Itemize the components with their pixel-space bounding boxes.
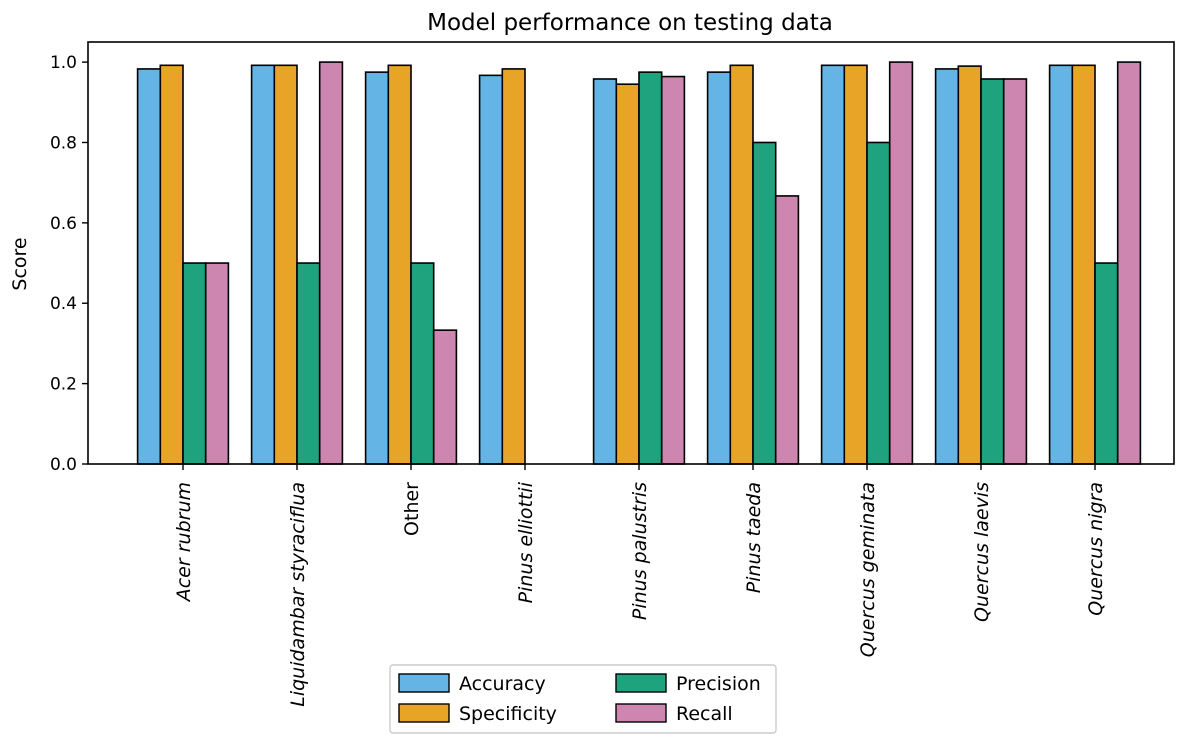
bar-specificity-6 <box>729 64 754 465</box>
y-tick-label: 1.0 <box>50 53 77 73</box>
bar-accuracy-5 <box>592 78 618 465</box>
x-tick-label: Quercus laevis <box>971 482 993 622</box>
bars-group <box>136 61 1142 465</box>
bar-recall-6 <box>774 195 800 465</box>
bar-recall-7 <box>888 61 914 465</box>
y-tick-label: 0.4 <box>50 294 77 314</box>
bar-recall-8 <box>1002 78 1028 465</box>
y-tick-label: 0.2 <box>50 375 77 395</box>
y-tick-label: 0.6 <box>50 214 77 234</box>
bar-precision-5 <box>638 71 663 465</box>
legend-swatch-recall <box>615 703 667 723</box>
bar-precision-7 <box>866 141 891 465</box>
legend-swatch-specificity <box>398 703 450 723</box>
bar-accuracy-2 <box>250 64 276 465</box>
x-tick-label: Pinus taeda <box>743 482 765 593</box>
x-tick-label: Quercus nigra <box>1085 482 1107 616</box>
legend-swatch-accuracy <box>398 673 450 693</box>
bar-recall-5 <box>660 75 686 465</box>
y-axis-ticks: 0.0 0.2 0.4 0.6 0.8 1.0 <box>50 53 88 475</box>
legend: Accuracy Specificity Precision Recall <box>389 664 777 734</box>
bar-precision-1 <box>182 262 207 465</box>
bar-recall-2 <box>318 61 344 465</box>
y-axis-title: Score <box>9 237 31 290</box>
bar-specificity-1 <box>159 64 184 465</box>
bar-specificity-3 <box>387 64 412 465</box>
bar-precision-9 <box>1094 262 1119 465</box>
bar-accuracy-1 <box>136 68 162 465</box>
bar-specificity-7 <box>843 64 868 465</box>
legend-swatch-precision <box>615 673 667 693</box>
bar-precision-3 <box>410 262 435 465</box>
bar-accuracy-9 <box>1048 64 1074 465</box>
bar-specificity-4 <box>501 68 526 465</box>
x-tick-label: Other <box>401 482 423 536</box>
bar-accuracy-7 <box>820 64 846 465</box>
x-tick-label: Acer rubrum <box>173 482 195 603</box>
x-tick-label: Quercus geminata <box>857 482 879 657</box>
chart-title: Model performance on testing data <box>427 10 833 36</box>
bar-precision-8 <box>980 78 1005 465</box>
legend-label-accuracy: Accuracy <box>459 673 546 695</box>
bar-accuracy-8 <box>934 68 960 465</box>
bar-specificity-2 <box>273 64 298 465</box>
legend-label-recall: Recall <box>676 703 733 725</box>
y-tick-label: 0.0 <box>50 455 77 475</box>
plot-frame <box>87 41 1175 465</box>
bar-specificity-9 <box>1071 64 1096 465</box>
legend-label-precision: Precision <box>676 673 761 695</box>
bar-accuracy-3 <box>364 71 390 465</box>
bar-recall-9 <box>1116 61 1142 465</box>
bar-recall-3 <box>432 329 458 465</box>
bar-accuracy-4 <box>478 74 504 465</box>
bar-precision-2 <box>296 262 321 465</box>
bar-accuracy-6 <box>706 71 732 465</box>
bar-specificity-8 <box>957 65 982 465</box>
x-tick-label: Pinus palustris <box>629 482 651 620</box>
bar-specificity-5 <box>615 83 640 465</box>
legend-frame <box>389 664 777 734</box>
y-tick-label: 0.8 <box>50 133 77 153</box>
bar-precision-6 <box>752 141 777 465</box>
legend-label-specificity: Specificity <box>459 703 557 725</box>
x-tick-label: Pinus elliottii <box>515 481 537 603</box>
x-tick-label: Liquidambar styraciflua <box>287 482 309 707</box>
x-axis-ticks: Acer rubrum Liquidambar styraciflua Other P… <box>173 464 1107 707</box>
bar-recall-1 <box>204 262 230 465</box>
